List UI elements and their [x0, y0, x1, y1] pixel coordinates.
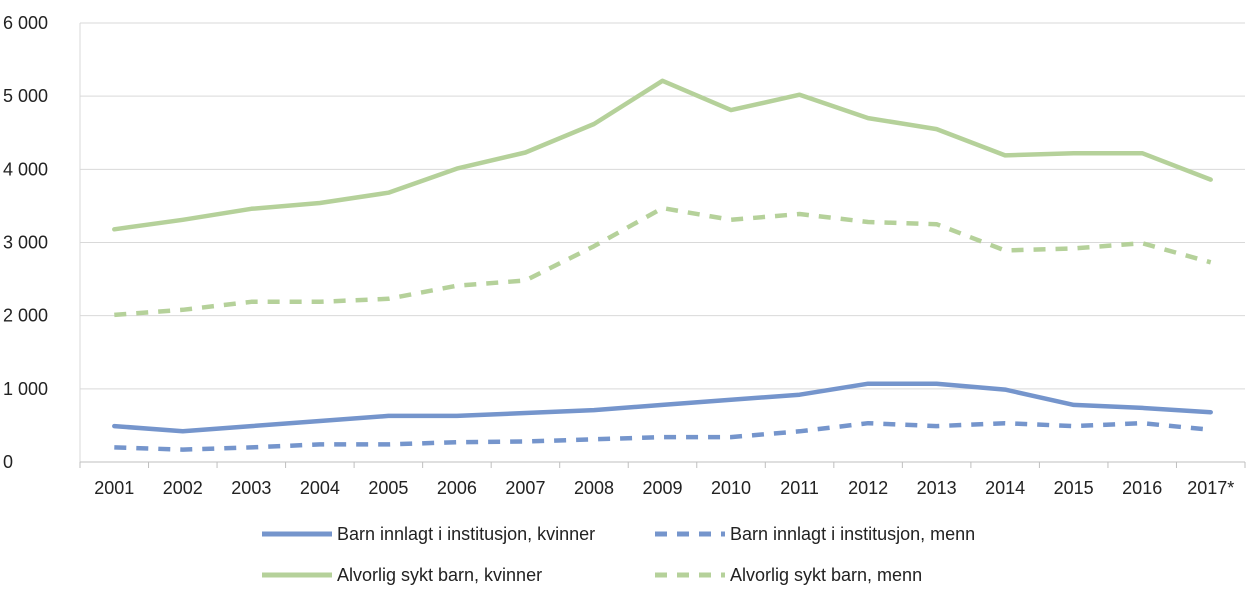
legend-label: Alvorlig sykt barn, kvinner [337, 565, 542, 585]
legend: Barn innlagt i institusjon, kvinner Barn … [262, 524, 975, 585]
y-axis-ticks: 0 1 000 2 000 3 000 4 000 5 000 6 000 [3, 13, 48, 472]
x-tick-label: 2001 [94, 478, 134, 498]
x-tick-label: 2013 [917, 478, 957, 498]
x-tick-label: 2014 [985, 478, 1025, 498]
series-line-4 [114, 205, 1212, 318]
series-lines [112, 78, 1213, 452]
x-tick-label: 2003 [231, 478, 271, 498]
series-line-2 [114, 420, 1211, 452]
x-tick-label: 2012 [848, 478, 888, 498]
x-tick-label: 2007 [505, 478, 545, 498]
legend-label: Alvorlig sykt barn, menn [730, 565, 922, 585]
x-axis-ticks: 2001 2002 2003 2004 2005 2006 2007 2008 2009 2010… [94, 478, 1234, 498]
y-tick-label: 1 000 [3, 379, 48, 399]
x-tick-label: 2002 [163, 478, 203, 498]
x-tick-label: 2011 [780, 478, 819, 498]
x-tick-label: 2015 [1054, 478, 1094, 498]
series-line-3 [112, 78, 1213, 232]
y-tick-label: 5 000 [3, 86, 48, 106]
legend-label: Barn innlagt i institusjon, kvinner [337, 524, 595, 544]
x-tick-label: 2010 [711, 478, 751, 498]
x-tick-label: 2006 [437, 478, 477, 498]
y-tick-label: 3 000 [3, 233, 48, 253]
y-tick-label: 2 000 [3, 306, 48, 326]
x-tick-label: 2004 [300, 478, 340, 498]
series-line-1 [112, 381, 1213, 434]
x-tick-label: 2005 [368, 478, 408, 498]
x-tick-label: 2008 [574, 478, 614, 498]
y-tick-label: 0 [3, 452, 13, 472]
gridlines [79, 22, 1245, 462]
x-tick-label: 2009 [642, 478, 682, 498]
x-axis [79, 461, 1246, 468]
x-tick-label: 2016 [1122, 478, 1162, 498]
legend-label: Barn innlagt i institusjon, menn [730, 524, 975, 544]
y-tick-label: 4 000 [3, 159, 48, 179]
y-tick-label: 6 000 [3, 13, 48, 33]
x-tick-label: 2017* [1187, 478, 1234, 498]
